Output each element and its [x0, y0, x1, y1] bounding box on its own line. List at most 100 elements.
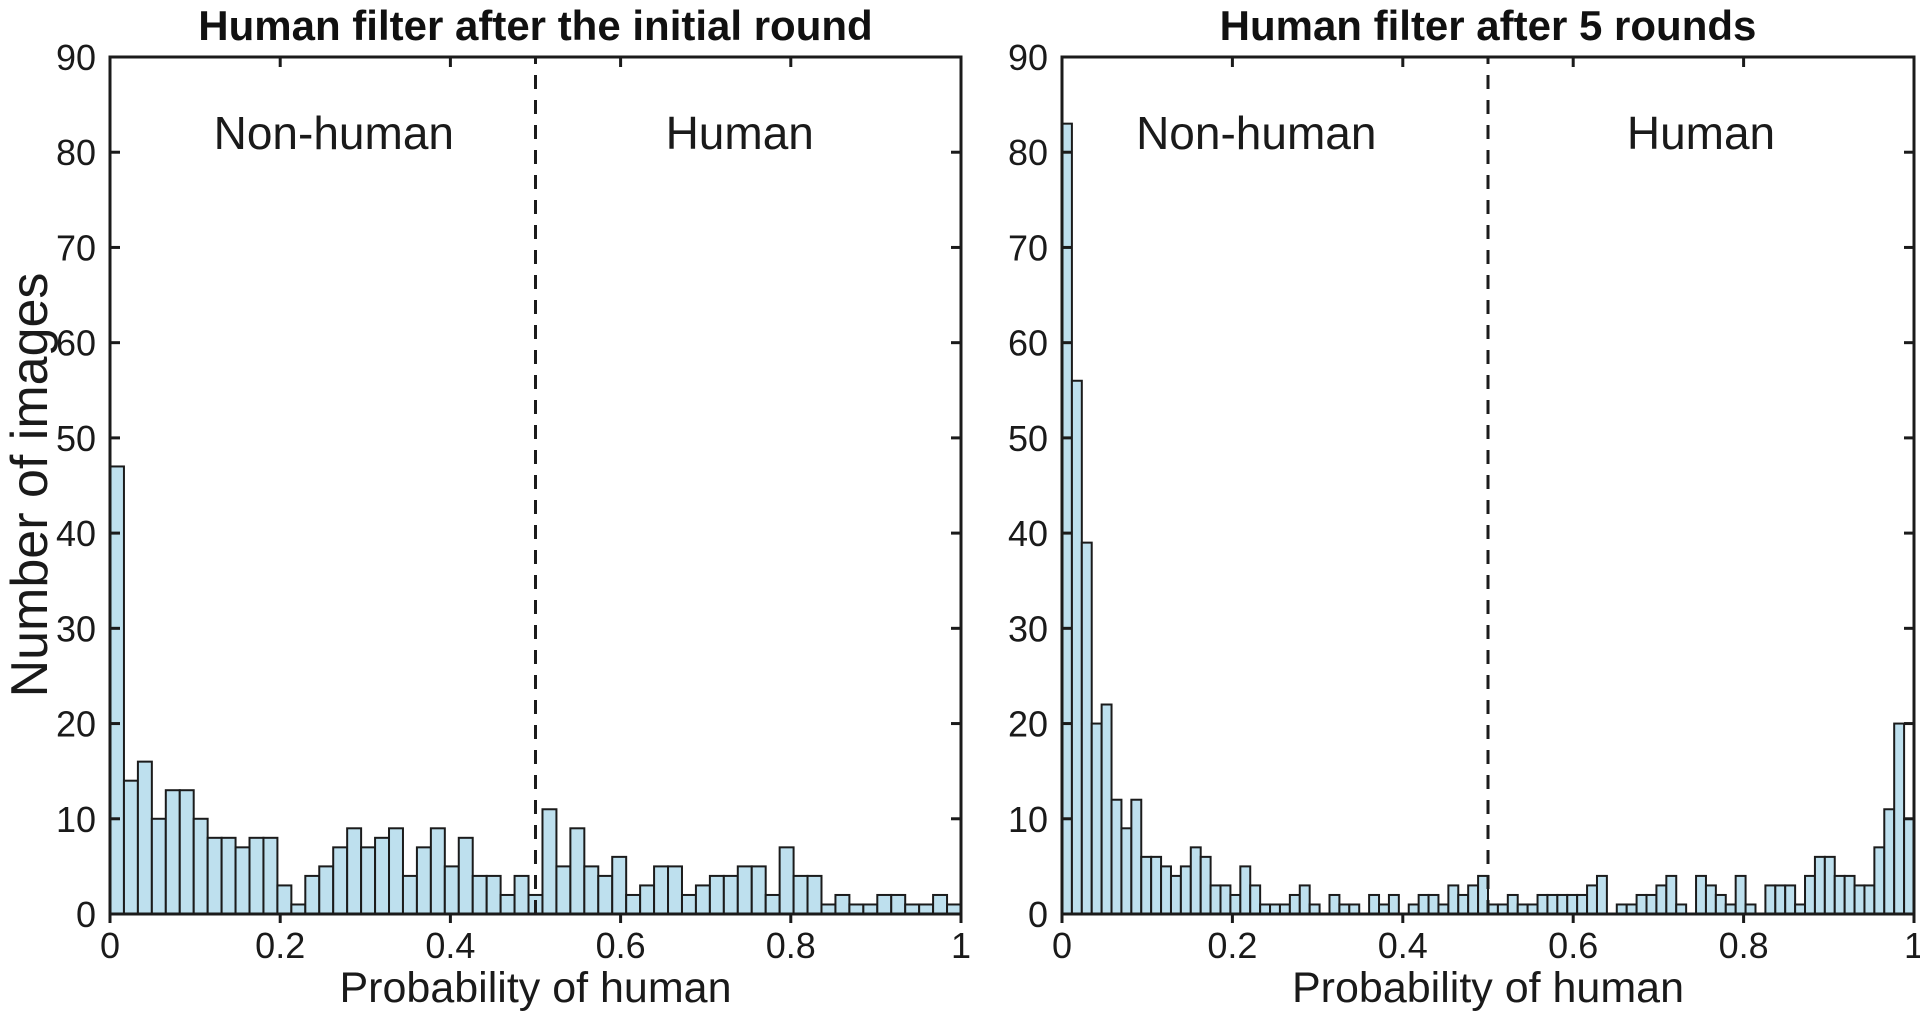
bar [1179, 865, 1192, 916]
y-tick-label: 60 [56, 323, 96, 364]
chart2-xlabel: Probability of human [1292, 964, 1684, 1012]
bar [1169, 874, 1182, 915]
chart1-region-label-nonhuman: Non-human [213, 107, 454, 160]
bar [471, 874, 488, 915]
y-tick-label: 40 [56, 513, 96, 554]
bar [722, 874, 739, 915]
bar [597, 874, 614, 915]
bar [1140, 855, 1153, 915]
bar [1160, 865, 1172, 916]
bar [541, 808, 558, 916]
bar [806, 874, 823, 915]
bar [318, 865, 335, 916]
bar [1536, 893, 1549, 916]
chart1-region-label-human: Human [665, 107, 814, 160]
bar [1387, 893, 1400, 916]
x-tick-label: 1 [951, 925, 971, 966]
y-tick-label: 80 [1008, 132, 1048, 173]
bar [1457, 893, 1470, 916]
x-tick-label: 0.6 [1548, 925, 1598, 966]
x-tick-label: 0 [100, 925, 120, 966]
bar [1823, 855, 1836, 915]
bar [457, 836, 474, 916]
chart1-xlabel: Probability of human [339, 964, 732, 1012]
bar [1427, 893, 1440, 916]
y-tick-label: 90 [56, 37, 96, 78]
bar [764, 893, 781, 916]
x-tick-label: 0.4 [425, 925, 475, 966]
bar [1566, 893, 1579, 916]
bar [1576, 893, 1589, 916]
bar [178, 789, 195, 916]
bar [1893, 722, 1906, 915]
y-tick-label: 0 [76, 894, 96, 935]
x-tick-label: 1 [1904, 925, 1920, 966]
bar [667, 865, 683, 916]
bar [653, 865, 670, 916]
y-tick-label: 90 [1008, 37, 1048, 78]
bar [569, 827, 586, 915]
bar [192, 817, 209, 916]
bar [1417, 893, 1430, 916]
bar [1090, 722, 1103, 915]
bar [248, 836, 265, 916]
bar [792, 874, 809, 915]
bar [220, 836, 237, 916]
bar [234, 846, 251, 916]
bar [1229, 893, 1242, 916]
y-tick-label: 10 [1008, 799, 1048, 840]
bar [750, 865, 767, 916]
x-tick-label: 0.8 [1719, 925, 1769, 966]
bar [1813, 855, 1826, 915]
bar [1209, 884, 1222, 915]
bar [1120, 827, 1133, 915]
bar [1764, 884, 1777, 915]
bar [429, 827, 446, 915]
y-tick-label: 70 [1008, 227, 1048, 268]
bar [639, 884, 656, 915]
bar [1556, 893, 1569, 916]
bar [1695, 874, 1707, 915]
bar [611, 855, 628, 915]
bar [1833, 874, 1846, 915]
chart1-ylabel: Number of images [1, 272, 59, 698]
bar [1189, 846, 1202, 916]
bar [388, 827, 404, 915]
bar [890, 893, 907, 916]
bar [150, 817, 167, 916]
bar [708, 874, 725, 915]
chart2-region-label-nonhuman: Non-human [1136, 107, 1377, 160]
bar [1714, 893, 1727, 916]
x-tick-label: 0 [1052, 925, 1072, 966]
bar [304, 874, 321, 915]
bar [1249, 884, 1262, 915]
bar [1784, 884, 1797, 915]
chart1-title: Human filter after the initial round [198, 2, 873, 49]
bar [1239, 865, 1252, 916]
bar [1883, 808, 1896, 916]
bar [122, 779, 139, 915]
y-tick-label: 0 [1028, 894, 1048, 935]
bar [1635, 893, 1648, 916]
bar [1288, 893, 1301, 916]
bar [485, 874, 502, 915]
bar [834, 893, 851, 916]
bar [262, 836, 279, 916]
bar [1080, 541, 1093, 915]
chart2-region-label-human: Human [1626, 107, 1776, 160]
bar [1110, 798, 1123, 915]
bar [1506, 893, 1519, 916]
bar [1734, 874, 1747, 915]
bar [1586, 884, 1598, 915]
bar [1150, 855, 1163, 915]
bar [360, 846, 377, 916]
bar [1873, 846, 1886, 916]
y-tick-label: 80 [56, 132, 96, 173]
y-tick-label: 30 [56, 608, 96, 649]
axes-frame [108, 55, 963, 916]
bar [346, 827, 363, 915]
bar [694, 884, 711, 915]
axes-frame [1060, 55, 1916, 916]
x-tick-label: 0.6 [596, 925, 646, 966]
